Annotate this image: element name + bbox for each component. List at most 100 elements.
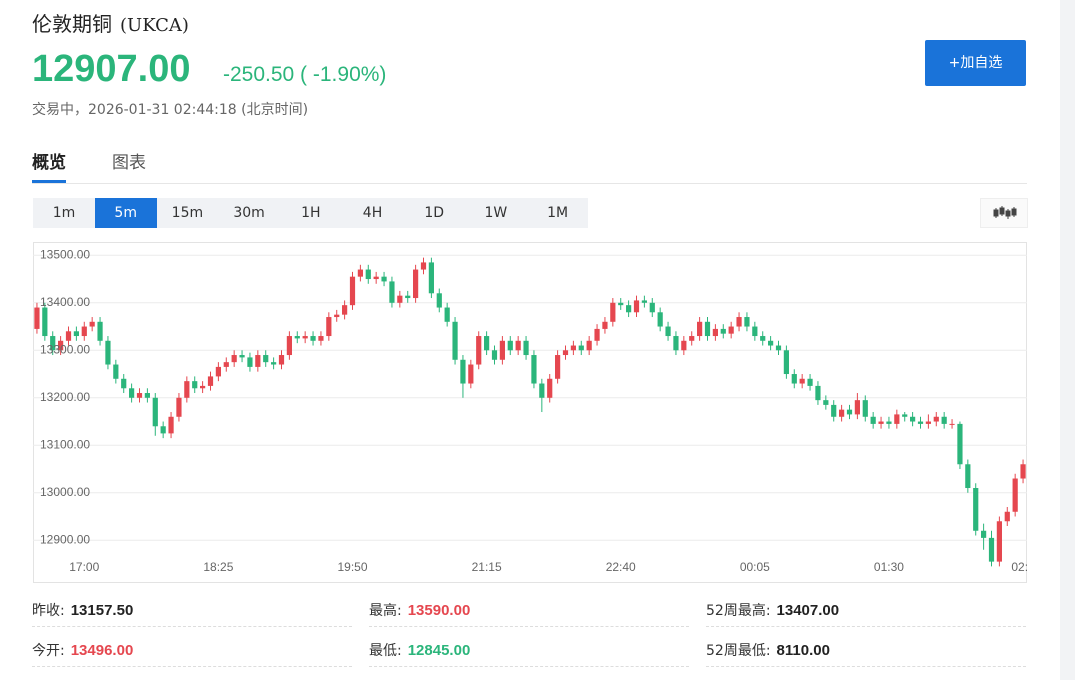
candle-body bbox=[302, 336, 308, 339]
candle-body bbox=[444, 307, 450, 322]
stat-value: 13407.00 bbox=[776, 602, 840, 619]
candle-body bbox=[1012, 478, 1018, 512]
candle-body bbox=[886, 421, 892, 424]
candle-body bbox=[1020, 464, 1026, 479]
candle-body bbox=[586, 340, 592, 351]
candle-body bbox=[397, 295, 403, 303]
tabs: 概览 图表 bbox=[32, 148, 1027, 184]
y-tick-label: 13000.00 bbox=[40, 485, 90, 499]
candle-body bbox=[689, 336, 695, 341]
candle-body bbox=[176, 397, 182, 417]
candle-body bbox=[783, 350, 789, 375]
candle-body bbox=[436, 293, 442, 308]
candle-body bbox=[499, 340, 505, 360]
candle-body bbox=[917, 421, 924, 424]
period-bar: 1m 5m 15m 30m 1H 4H 1D 1W 1M bbox=[33, 198, 588, 228]
candle-body bbox=[89, 321, 95, 327]
candle-body bbox=[231, 355, 237, 363]
candle-body bbox=[925, 421, 931, 424]
candle-body bbox=[870, 416, 876, 424]
y-tick-label: 13400.00 bbox=[40, 295, 90, 309]
candle-body bbox=[152, 397, 158, 427]
y-tick-label: 13200.00 bbox=[40, 390, 90, 404]
stat: 52周最低: 8110.00 bbox=[706, 640, 1026, 667]
candle-body bbox=[681, 340, 687, 351]
y-tick-label: 12900.00 bbox=[40, 532, 90, 546]
chart-type-button[interactable] bbox=[980, 198, 1028, 228]
candle-body bbox=[50, 336, 56, 351]
code: (UKCA) bbox=[120, 15, 189, 36]
status: 交易中，2026-01-31 02:44:18 (北京时间) bbox=[32, 102, 309, 118]
candle-body bbox=[965, 464, 971, 489]
stat-label: 今开: bbox=[32, 643, 65, 659]
candle-body bbox=[902, 414, 908, 417]
x-tick-label: 18:25 bbox=[203, 560, 233, 574]
candle-body bbox=[357, 269, 363, 277]
plot bbox=[33, 254, 1027, 567]
candle-icon bbox=[993, 206, 1017, 219]
candle-body bbox=[523, 340, 529, 356]
candle-body bbox=[562, 350, 569, 356]
tab[interactable]: 概览 bbox=[32, 148, 66, 183]
x-tick-label: 22:40 bbox=[606, 560, 636, 574]
stat: 昨收: 13157.50 bbox=[32, 600, 352, 627]
candle-body bbox=[791, 374, 797, 384]
add-watchlist-button[interactable]: +加自选 bbox=[925, 40, 1026, 86]
candle-body bbox=[34, 307, 40, 329]
period-button[interactable]: 1D bbox=[424, 205, 445, 221]
candle-body bbox=[704, 321, 711, 337]
candle-body bbox=[941, 416, 947, 424]
candle-body bbox=[618, 302, 624, 306]
period-button[interactable]: 1m bbox=[52, 205, 76, 221]
period-button[interactable]: 1W bbox=[484, 205, 508, 221]
y-tick-label: 13300.00 bbox=[40, 342, 90, 356]
chart: 12900.00 13000.00 13100.00 13200.00 13300.00… bbox=[33, 242, 1035, 583]
x-tick-label: 02:5 bbox=[1011, 560, 1035, 574]
candle-body bbox=[807, 378, 813, 386]
candle-body bbox=[491, 350, 498, 360]
tab[interactable]: 图表 bbox=[112, 153, 146, 173]
x-tick-label: 00:05 bbox=[740, 560, 770, 574]
candle-body bbox=[460, 359, 466, 384]
candle-body bbox=[799, 378, 805, 384]
candle-body bbox=[641, 300, 647, 303]
candle-body bbox=[594, 328, 600, 341]
candle-body bbox=[973, 488, 979, 531]
period-button[interactable]: 1M bbox=[547, 205, 569, 221]
candle-body bbox=[294, 336, 300, 339]
period-button[interactable]: 4H bbox=[362, 205, 383, 221]
period-button[interactable]: 5m bbox=[94, 198, 157, 228]
stat-value: 13157.50 bbox=[70, 602, 134, 619]
candle-body bbox=[105, 340, 111, 365]
period-button[interactable]: 30m bbox=[233, 205, 265, 221]
candle-body bbox=[839, 409, 845, 417]
stat-label: 52周最高: bbox=[706, 603, 771, 619]
period-button[interactable]: 1H bbox=[301, 205, 321, 221]
stat-label: 最高: bbox=[369, 603, 402, 619]
x-tick-label: 17:00 bbox=[69, 560, 99, 574]
stat: 今开: 13496.00 bbox=[32, 640, 352, 667]
candle-body bbox=[649, 302, 655, 313]
candle-body bbox=[58, 340, 64, 351]
candle-body bbox=[121, 378, 127, 389]
candle-body bbox=[97, 321, 103, 341]
candle-body bbox=[484, 336, 490, 351]
candle-body bbox=[365, 269, 371, 280]
candle-body bbox=[381, 276, 387, 282]
candle-body bbox=[334, 314, 340, 318]
candle-body bbox=[413, 269, 419, 299]
candle-body bbox=[81, 326, 87, 337]
candle-body bbox=[136, 393, 143, 398]
candle-body bbox=[428, 262, 434, 294]
candle-body bbox=[42, 307, 48, 337]
candle-body bbox=[744, 317, 750, 327]
candle-body bbox=[626, 305, 632, 313]
candle-body bbox=[831, 404, 837, 417]
candle-body bbox=[373, 276, 379, 280]
stat-label: 最低: bbox=[369, 643, 402, 659]
candle-body bbox=[760, 336, 766, 341]
period-button[interactable]: 15m bbox=[171, 205, 204, 221]
candle-body bbox=[531, 355, 537, 384]
candle-body bbox=[981, 530, 987, 538]
